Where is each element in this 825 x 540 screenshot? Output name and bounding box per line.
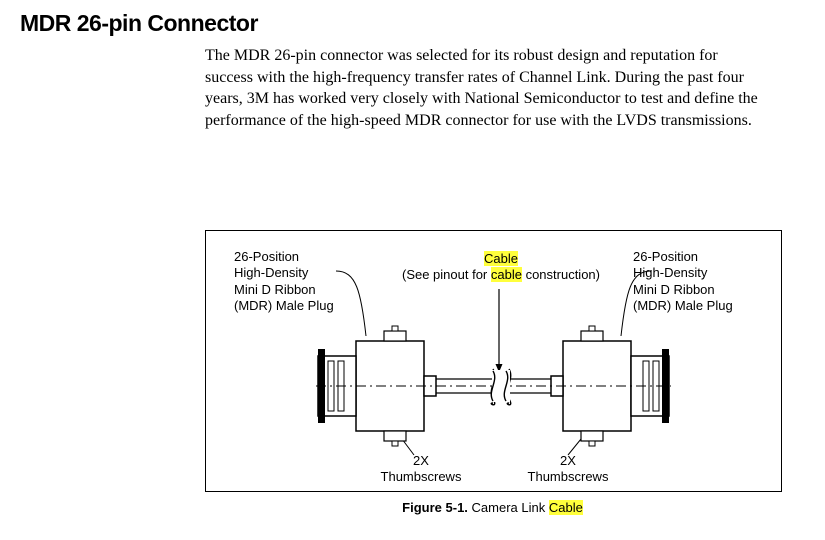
figure-caption: Figure 5-1. Camera Link Cable <box>205 500 780 515</box>
section-heading: MDR 26-pin Connector <box>20 10 258 37</box>
figure-box: 26-Position High-Density Mini D Ribbon (… <box>205 230 782 492</box>
caption-highlighted: Cable <box>549 500 583 515</box>
cable-diagram-svg <box>206 231 781 491</box>
body-paragraph: The MDR 26-pin connector was selected fo… <box>205 45 765 131</box>
caption-bold: Figure 5-1. <box>402 500 468 515</box>
caption-rest-pre: Camera Link <box>468 500 549 515</box>
page: MDR 26-pin Connector The MDR 26-pin conn… <box>0 0 825 540</box>
